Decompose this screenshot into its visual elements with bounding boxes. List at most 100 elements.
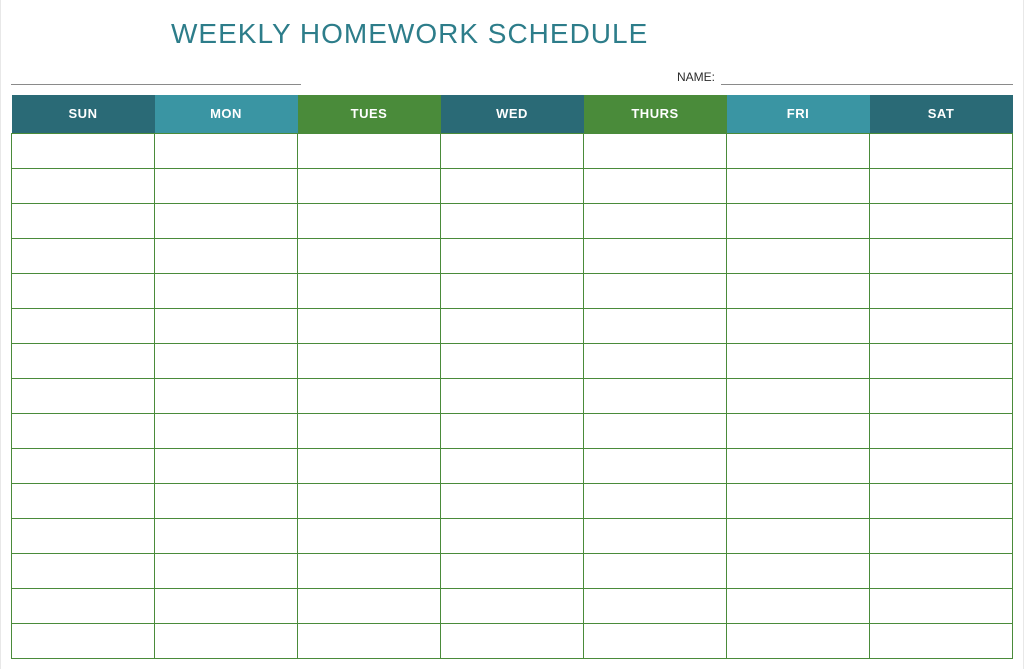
- schedule-cell[interactable]: [12, 413, 155, 448]
- schedule-cell[interactable]: [441, 553, 584, 588]
- schedule-cell[interactable]: [12, 308, 155, 343]
- schedule-cell[interactable]: [870, 518, 1013, 553]
- schedule-cell[interactable]: [584, 518, 727, 553]
- schedule-cell[interactable]: [441, 483, 584, 518]
- schedule-cell[interactable]: [155, 623, 298, 658]
- schedule-cell[interactable]: [727, 238, 870, 273]
- schedule-cell[interactable]: [441, 623, 584, 658]
- schedule-cell[interactable]: [155, 553, 298, 588]
- schedule-cell[interactable]: [584, 623, 727, 658]
- schedule-cell[interactable]: [441, 168, 584, 203]
- schedule-cell[interactable]: [727, 203, 870, 238]
- schedule-cell[interactable]: [155, 448, 298, 483]
- schedule-cell[interactable]: [870, 553, 1013, 588]
- schedule-cell[interactable]: [727, 308, 870, 343]
- schedule-cell[interactable]: [727, 378, 870, 413]
- schedule-cell[interactable]: [155, 308, 298, 343]
- schedule-cell[interactable]: [12, 203, 155, 238]
- schedule-cell[interactable]: [870, 448, 1013, 483]
- schedule-cell[interactable]: [298, 483, 441, 518]
- schedule-cell[interactable]: [12, 378, 155, 413]
- schedule-cell[interactable]: [298, 448, 441, 483]
- schedule-cell[interactable]: [298, 378, 441, 413]
- schedule-cell[interactable]: [155, 273, 298, 308]
- schedule-cell[interactable]: [584, 343, 727, 378]
- schedule-cell[interactable]: [441, 588, 584, 623]
- schedule-cell[interactable]: [298, 203, 441, 238]
- schedule-cell[interactable]: [12, 273, 155, 308]
- schedule-cell[interactable]: [870, 133, 1013, 168]
- schedule-cell[interactable]: [298, 623, 441, 658]
- schedule-cell[interactable]: [727, 518, 870, 553]
- schedule-cell[interactable]: [870, 483, 1013, 518]
- schedule-cell[interactable]: [727, 413, 870, 448]
- schedule-cell[interactable]: [12, 588, 155, 623]
- schedule-cell[interactable]: [12, 343, 155, 378]
- schedule-cell[interactable]: [584, 133, 727, 168]
- schedule-cell[interactable]: [870, 588, 1013, 623]
- schedule-cell[interactable]: [12, 553, 155, 588]
- schedule-cell[interactable]: [441, 273, 584, 308]
- schedule-cell[interactable]: [584, 483, 727, 518]
- schedule-cell[interactable]: [584, 588, 727, 623]
- schedule-cell[interactable]: [727, 588, 870, 623]
- schedule-cell[interactable]: [441, 518, 584, 553]
- schedule-cell[interactable]: [441, 133, 584, 168]
- schedule-cell[interactable]: [584, 308, 727, 343]
- schedule-cell[interactable]: [155, 483, 298, 518]
- schedule-cell[interactable]: [298, 308, 441, 343]
- schedule-cell[interactable]: [584, 413, 727, 448]
- schedule-cell[interactable]: [584, 168, 727, 203]
- schedule-cell[interactable]: [12, 168, 155, 203]
- schedule-cell[interactable]: [441, 308, 584, 343]
- schedule-cell[interactable]: [298, 588, 441, 623]
- schedule-cell[interactable]: [12, 518, 155, 553]
- schedule-cell[interactable]: [584, 238, 727, 273]
- schedule-cell[interactable]: [584, 553, 727, 588]
- schedule-cell[interactable]: [584, 203, 727, 238]
- schedule-cell[interactable]: [727, 553, 870, 588]
- schedule-cell[interactable]: [584, 378, 727, 413]
- schedule-cell[interactable]: [870, 623, 1013, 658]
- schedule-cell[interactable]: [870, 413, 1013, 448]
- schedule-cell[interactable]: [155, 203, 298, 238]
- schedule-cell[interactable]: [298, 168, 441, 203]
- schedule-cell[interactable]: [12, 238, 155, 273]
- schedule-cell[interactable]: [155, 133, 298, 168]
- schedule-cell[interactable]: [870, 378, 1013, 413]
- schedule-cell[interactable]: [298, 413, 441, 448]
- schedule-cell[interactable]: [155, 588, 298, 623]
- schedule-cell[interactable]: [298, 518, 441, 553]
- schedule-cell[interactable]: [870, 343, 1013, 378]
- schedule-cell[interactable]: [12, 133, 155, 168]
- schedule-cell[interactable]: [298, 343, 441, 378]
- schedule-cell[interactable]: [441, 203, 584, 238]
- schedule-cell[interactable]: [441, 448, 584, 483]
- schedule-cell[interactable]: [870, 168, 1013, 203]
- schedule-cell[interactable]: [298, 133, 441, 168]
- schedule-cell[interactable]: [441, 343, 584, 378]
- schedule-cell[interactable]: [870, 238, 1013, 273]
- schedule-cell[interactable]: [298, 238, 441, 273]
- schedule-cell[interactable]: [727, 273, 870, 308]
- schedule-cell[interactable]: [870, 273, 1013, 308]
- schedule-cell[interactable]: [298, 273, 441, 308]
- schedule-cell[interactable]: [155, 238, 298, 273]
- name-input-line[interactable]: [721, 84, 1013, 85]
- schedule-cell[interactable]: [441, 238, 584, 273]
- schedule-cell[interactable]: [727, 448, 870, 483]
- schedule-cell[interactable]: [727, 623, 870, 658]
- schedule-cell[interactable]: [727, 133, 870, 168]
- schedule-cell[interactable]: [727, 168, 870, 203]
- schedule-cell[interactable]: [155, 378, 298, 413]
- schedule-cell[interactable]: [155, 168, 298, 203]
- schedule-cell[interactable]: [870, 308, 1013, 343]
- schedule-cell[interactable]: [441, 413, 584, 448]
- schedule-cell[interactable]: [12, 448, 155, 483]
- schedule-cell[interactable]: [870, 203, 1013, 238]
- schedule-cell[interactable]: [727, 483, 870, 518]
- schedule-cell[interactable]: [441, 378, 584, 413]
- schedule-cell[interactable]: [584, 448, 727, 483]
- schedule-cell[interactable]: [155, 343, 298, 378]
- schedule-cell[interactable]: [584, 273, 727, 308]
